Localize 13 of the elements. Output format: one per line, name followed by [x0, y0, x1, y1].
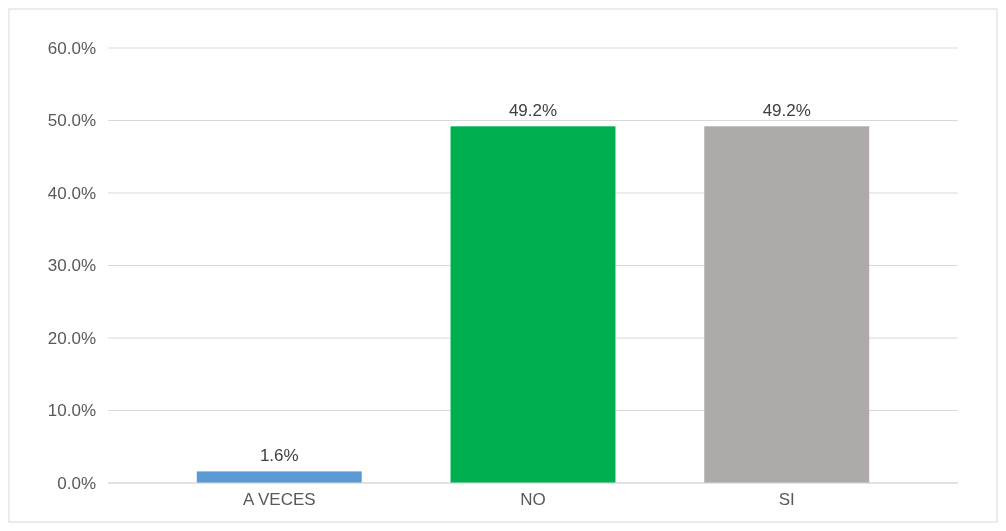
y-tick-label: 50.0%	[47, 111, 96, 131]
x-tick-label: NO	[520, 490, 546, 509]
y-tick-label: 60.0%	[47, 38, 96, 58]
data-label: 49.2%	[762, 101, 811, 121]
x-tick-label: A VECES	[242, 490, 316, 509]
y-tick-label: 40.0%	[47, 183, 96, 203]
data-label: 49.2%	[508, 101, 558, 121]
y-tick-label: 10.0%	[47, 401, 96, 421]
y-tick-label: 20.0%	[47, 328, 96, 348]
y-tick-label: 30.0%	[47, 256, 96, 276]
y-tick-label: 0.0%	[57, 473, 96, 493]
x-tick-label: SI	[778, 490, 795, 509]
data-label: 1.6%	[259, 446, 299, 466]
